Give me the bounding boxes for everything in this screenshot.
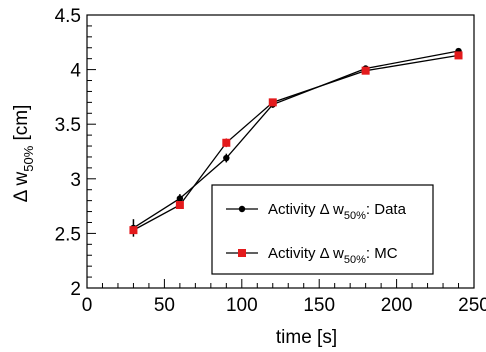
legend-entry: Activity Δ w50%: Data: [226, 201, 407, 222]
data-point: [129, 226, 138, 235]
data-point: [361, 66, 370, 75]
x-tick-label: 50: [154, 295, 175, 316]
legend-label-main: Activity Δ w: [268, 201, 344, 218]
x-tick-label: 200: [381, 295, 413, 316]
legend-label-sub: 50%: [344, 210, 366, 222]
data-point: [175, 201, 184, 210]
legend-label: Activity Δ w50%: MC: [268, 245, 398, 266]
data-point: [454, 51, 463, 60]
legend-label-main: Activity Δ w: [268, 245, 344, 262]
x-axis-title: time [s]: [276, 327, 337, 348]
legend-label-sub: 50%: [344, 254, 366, 266]
legend-box: [211, 184, 434, 275]
y-tick-label: 4: [70, 61, 81, 82]
y-tick-label: 2: [70, 279, 81, 300]
y-tick-label: 3.5: [55, 115, 81, 136]
series-line: [133, 54, 459, 231]
y-axis-title-main: Δ w: [11, 172, 32, 203]
legend-label-suffix: : Data: [366, 201, 407, 218]
y-axis-title-unit: [cm]: [11, 105, 32, 146]
x-tick-label: 250: [458, 295, 486, 316]
y-axis-title: Δ w50% [cm]: [11, 105, 36, 203]
y-tick-label: 2.5: [55, 224, 81, 245]
y-axis-title-sub: 50%: [21, 145, 36, 171]
legend-label-suffix: : MC: [366, 245, 398, 262]
series-mc: [129, 51, 463, 235]
x-tick-label: 100: [226, 295, 258, 316]
x-tick-label: 150: [303, 295, 335, 316]
data-point: [223, 154, 230, 162]
legend-entry: Activity Δ w50%: MC: [226, 245, 398, 266]
legend-label: Activity Δ w50%: Data: [268, 201, 407, 222]
y-tick-label: 4.5: [55, 6, 81, 27]
legend-marker: [238, 205, 246, 213]
x-tick-label: 0: [82, 295, 93, 316]
series-line: [133, 50, 459, 229]
plot-frame: [86, 14, 475, 289]
data-point: [176, 195, 184, 202]
data-point: [222, 138, 231, 147]
legend-marker: [238, 249, 246, 257]
data-point: [268, 98, 277, 107]
y-tick-label: 3: [70, 170, 81, 191]
